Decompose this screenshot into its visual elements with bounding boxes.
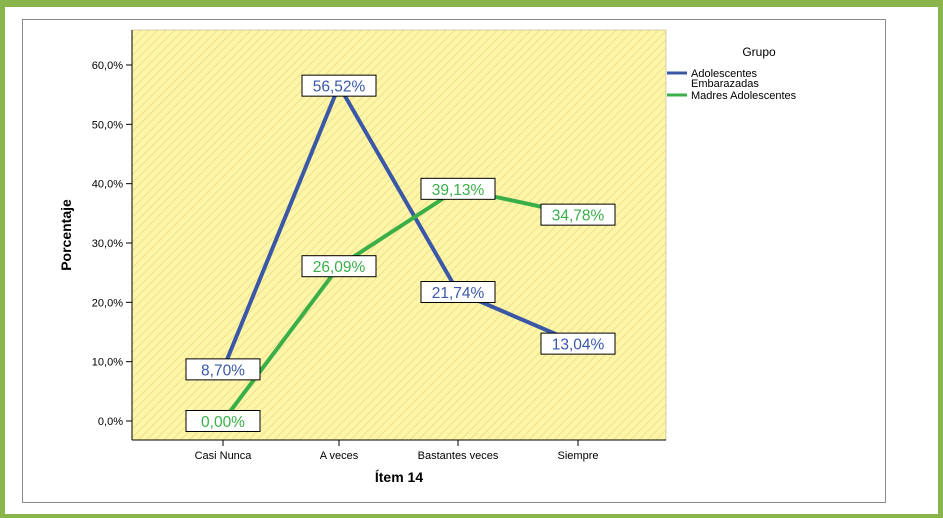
y-tick-label: 60,0% — [92, 60, 123, 72]
data-label-box — [301, 255, 377, 278]
y-tick-label: 30,0% — [92, 238, 123, 250]
data-label-box — [420, 281, 496, 304]
data-label-text: 8,70% — [201, 362, 245, 379]
series-line-2 — [221, 186, 579, 423]
chart-panel: 0,0% 10,0% 20,0% 30,0% 40,0% 50,0% 60,0% Casi N… — [22, 19, 886, 503]
data-label: 56,52% — [301, 74, 377, 97]
series-line-1 — [221, 81, 579, 371]
y-tick-label: 50,0% — [92, 119, 123, 131]
data-label-text: 13,04% — [552, 337, 605, 354]
data-label: 26,09% — [301, 255, 377, 278]
x-tick-label: A veces — [320, 450, 359, 462]
data-label-box — [420, 177, 496, 200]
legend-label-1: Embarazadas — [691, 78, 759, 90]
data-label: 8,70% — [185, 358, 261, 381]
y-tick-label: 0,0% — [98, 416, 123, 428]
data-label-text: 26,09% — [313, 259, 366, 276]
data-label-text: 34,78% — [552, 208, 605, 225]
x-tick-label: Bastantes veces — [418, 450, 499, 462]
data-label-text: 56,52% — [313, 79, 366, 96]
data-label-text: 21,74% — [432, 285, 485, 302]
legend-label-1: Adolescentes — [691, 68, 758, 80]
y-tick-label: 40,0% — [92, 179, 123, 191]
data-label: 34,78% — [540, 203, 616, 226]
data-label-box — [540, 203, 616, 226]
data-label-box — [185, 410, 261, 432]
data-label-text: 39,13% — [432, 182, 485, 199]
y-axis-title: Porcentaje — [58, 199, 74, 271]
data-label: 0,00% — [185, 410, 261, 432]
data-label-box — [540, 332, 616, 355]
data-labels: 8,70% 56,52% 21,74% 13,04% 0,00% 26,09% 39,13%… — [185, 74, 616, 432]
series-layer — [221, 81, 579, 423]
x-axis-title: Ítem 14 — [375, 469, 423, 485]
y-tick-label: 10,0% — [92, 357, 123, 369]
axes: 0,0% 10,0% 20,0% 30,0% 40,0% 50,0% 60,0% Casi N… — [92, 30, 666, 462]
data-label: 13,04% — [540, 332, 616, 355]
data-label-box — [301, 74, 377, 97]
legend-label-2: Madres Adolescentes — [691, 90, 797, 102]
data-label: 21,74% — [420, 281, 496, 304]
data-label: 39,13% — [420, 177, 496, 200]
data-label-text: 0,00% — [201, 414, 245, 431]
x-tick-label: Siempre — [558, 450, 599, 462]
line-chart: 0,0% 10,0% 20,0% 30,0% 40,0% 50,0% 60,0% Casi N… — [58, 29, 797, 485]
x-tick-label: Casi Nunca — [195, 450, 253, 462]
y-tick-label: 20,0% — [92, 297, 123, 309]
legend-title: Grupo — [742, 45, 776, 59]
data-label-box — [185, 358, 261, 381]
